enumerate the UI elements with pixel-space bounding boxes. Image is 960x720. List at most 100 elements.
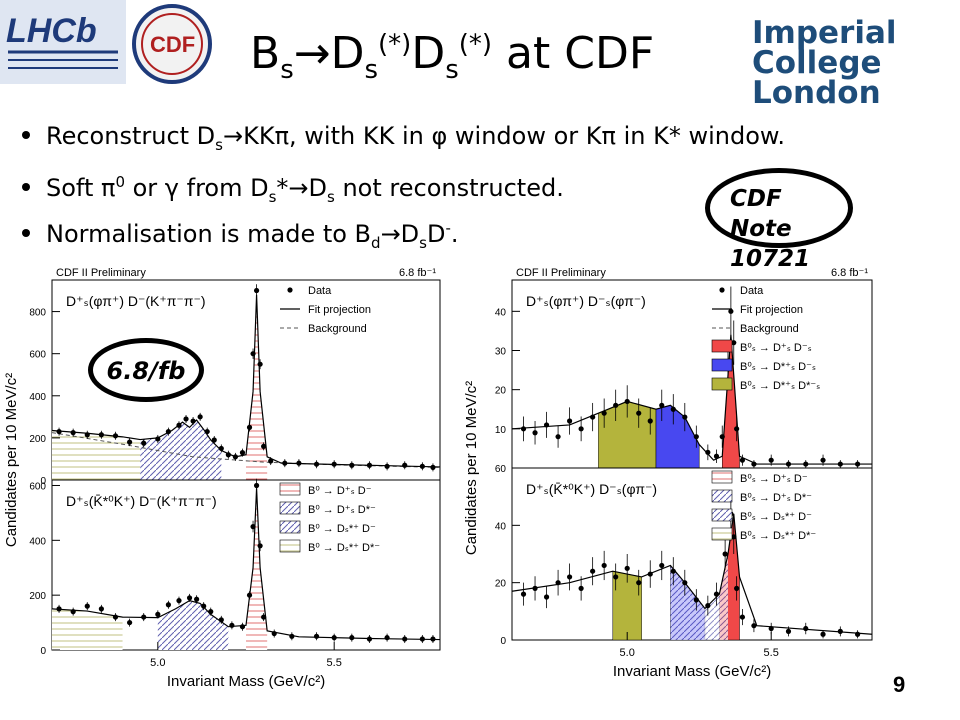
data-point [190,418,196,424]
y-tick-label: 20 [495,579,507,590]
legend-data-marker [719,287,725,293]
data-point [253,287,260,294]
data-point [578,426,584,432]
data-point [165,428,171,435]
cdf-logo-graphic: CDF [132,4,212,84]
data-point [734,585,740,591]
data-point [366,636,373,642]
data-point [659,562,665,569]
signal-peak-area [246,488,268,650]
bullet-dot-icon [22,183,30,191]
data-point [713,453,720,459]
data-point [731,340,737,346]
data-point [384,635,390,641]
data-point [246,424,253,430]
data-point [567,574,573,580]
header-preliminary: CDF II Preliminary [516,267,606,279]
data-point [218,617,224,623]
data-point [543,594,550,600]
data-point [419,636,425,642]
legend-label: Data [308,285,332,297]
header-luminosity: 6.8 fb⁻¹ [831,267,868,279]
data-point [705,449,711,455]
bullet-dot-icon [22,131,30,139]
data-point [768,625,774,632]
data-point [751,461,757,467]
data-point [659,402,665,408]
data-point [402,636,408,642]
y-tick-label: 0 [500,636,506,647]
y-tick-label: 0 [40,646,46,657]
data-point [532,585,538,591]
data-point [229,622,235,628]
data-point [705,603,711,609]
bullet-text: →D [380,220,420,248]
bullet-text: not reconstructed. [334,174,564,202]
data-point [141,614,147,620]
y-tick-label: 200 [29,434,46,445]
bullet-text: →KKπ, with KK in φ window or Kπ in K* wi… [223,122,785,150]
y-tick-label: 400 [29,392,46,403]
data-point [98,432,104,438]
data-point [127,619,133,626]
bullet-text: *→D [276,174,328,202]
data-point [313,633,320,639]
data-point [84,603,90,609]
legend-label: B⁰ₛ → D*⁺ₛ D*⁻ₛ [740,380,820,392]
data-point [246,592,253,598]
data-point [155,436,161,442]
data-point [590,414,596,420]
data-point [112,614,119,620]
imperial-college-logo: Imperial College London [752,18,960,111]
legend-swatch [279,539,301,553]
data-point [785,628,792,634]
x-tick-label: 5.0 [150,657,165,669]
data-point [636,410,642,416]
data-point [331,635,337,641]
data-point [349,635,355,641]
cdf-note-oval: CDF Note 10721 [705,168,853,272]
cdf-note-line2: 10721 [730,246,811,272]
fit-projection-line [511,513,873,635]
bullet-item: Reconstruct Ds→KKπ, with KK in φ window … [20,118,880,164]
data-point [257,543,263,549]
y-tick-label: 40 [495,521,507,532]
bullet-text: Normalisation is made to B [46,220,372,248]
legend-swatch [279,501,301,515]
y-tick-label: 400 [29,536,46,547]
data-point [578,585,584,591]
bullet-list: Reconstruct Ds→KKπ, with KK in φ window … [20,118,880,256]
legend-swatch [711,470,733,484]
y-tick-label: 10 [495,425,507,436]
data-point [855,461,861,467]
decay-label: D⁺ₛ(K̄*⁰K⁺) D⁻ₛ(φπ⁻) [526,481,657,497]
signal-dstar-area [157,600,229,650]
data-point [613,574,619,580]
legend-swatch [711,508,733,522]
y-tick-label: 30 [495,347,507,358]
data-point [250,524,256,530]
data-point [768,457,774,463]
legend-swatch [279,520,301,534]
data-point [218,445,224,452]
legend-swatch [711,358,733,372]
legend-label: B⁰ₛ → D⁺ₛ D⁻ [740,473,808,485]
data-point [176,422,182,428]
data-point [647,418,653,424]
data-point [296,460,302,466]
bullet-sub: s [419,233,427,252]
cdf-logo-text: CDF [150,32,195,57]
legend-label: B⁰ₛ → D*⁺ₛ D⁻ₛ [740,361,816,373]
lhcb-logo: LHCb [0,0,126,84]
data-point [250,351,256,357]
data-point [282,460,288,466]
data-point [165,602,171,608]
y-tick-label: 800 [29,308,46,319]
data-point [225,452,231,458]
data-point [239,450,246,456]
imperial-logo-line2: London [752,75,881,111]
data-point [820,457,826,463]
x-axis-label: Invariant Mass (GeV/c²) [167,673,325,690]
y-tick-label: 600 [29,481,46,492]
